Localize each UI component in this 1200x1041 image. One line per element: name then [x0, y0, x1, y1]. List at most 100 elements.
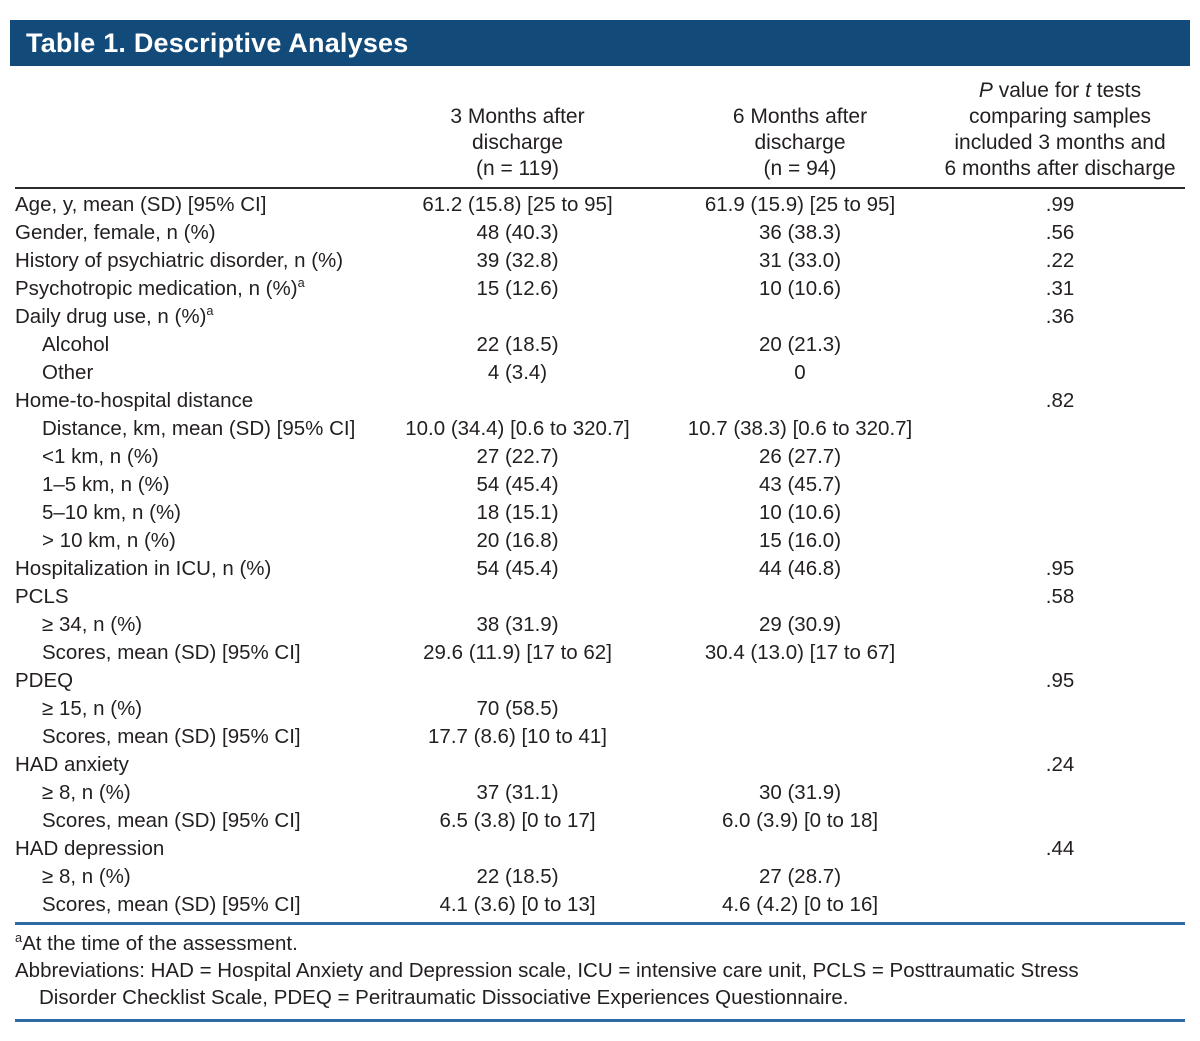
value-6-months — [665, 583, 935, 611]
value-6-months: 26 (27.7) — [758, 445, 842, 468]
value-p — [935, 807, 1185, 835]
row-label: History of psychiatric disorder, n (%) — [15, 249, 344, 272]
value-p: .44 — [1045, 837, 1075, 860]
table-row: Scores, mean (SD) [95% CI] 4.1 (3.6) [0 t… — [15, 891, 1185, 919]
table-row: ≥ 34, n (%) 38 (31.9) 29 (30.9) — [15, 611, 1185, 639]
table-body: Age, y, mean (SD) [95% CI] 61.2 (15.8) [2… — [15, 189, 1185, 922]
header-rule — [15, 187, 1185, 189]
value-3-months: 54 (45.4) — [476, 473, 559, 496]
italic-stat-symbol: P — [978, 79, 993, 102]
value-3-months — [370, 303, 665, 331]
row-label: Daily drug use, n (%)a — [15, 303, 214, 328]
table-row: PCLS .58 — [15, 583, 1185, 611]
table-row: Other 4 (3.4) 0 — [15, 359, 1185, 387]
table-row: Home-to-hospital distance .82 — [15, 387, 1185, 415]
value-p — [935, 499, 1185, 527]
value-6-months: 31 (33.0) — [758, 249, 842, 272]
value-3-months: 17.7 (8.6) [10 to 41] — [428, 725, 607, 748]
footnote-marker: a — [297, 275, 305, 291]
footnote-a: aAt the time of the assessment. — [15, 930, 1185, 957]
row-label: Scores, mean (SD) [95% CI] — [42, 893, 301, 916]
value-6-months — [665, 695, 935, 723]
value-6-months — [665, 751, 935, 779]
value-6-months: 36 (38.3) — [758, 221, 842, 244]
row-label: Gender, female, n (%) — [15, 221, 216, 244]
value-6-months — [665, 303, 935, 331]
value-3-months: 54 (45.4) — [476, 557, 559, 580]
table-row: 5–10 km, n (%) 18 (15.1) 10 (10.6) — [15, 499, 1185, 527]
row-label: ≥ 8, n (%) — [42, 781, 131, 804]
value-p: .36 — [1045, 305, 1075, 328]
value-6-months — [665, 835, 935, 863]
value-6-months: 29 (30.9) — [758, 613, 842, 636]
table-row: HAD anxiety .24 — [15, 751, 1185, 779]
value-6-months: 20 (21.3) — [758, 333, 842, 356]
footnote-a-text: At the time of the assessment. — [22, 932, 298, 955]
value-3-months: 37 (31.1) — [476, 781, 559, 804]
table-title-bar: Table 1. Descriptive Analyses — [10, 20, 1190, 66]
value-p — [935, 639, 1185, 667]
value-p — [935, 779, 1185, 807]
value-3-months: 22 (18.5) — [476, 333, 559, 356]
row-label: Alcohol — [42, 333, 110, 356]
value-3-months: 10.0 (34.4) [0.6 to 320.7] — [405, 417, 630, 440]
row-label: Psychotropic medication, n (%)a — [15, 275, 305, 300]
value-6-months: 30 (31.9) — [758, 781, 842, 804]
value-p: .56 — [1045, 221, 1075, 244]
table-row: Gender, female, n (%) 48 (40.3) 36 (38.3).… — [15, 219, 1185, 247]
value-3-months — [370, 835, 665, 863]
table-row: ≥ 8, n (%) 22 (18.5) 27 (28.7) — [15, 863, 1185, 891]
row-label: Home-to-hospital distance — [15, 389, 254, 412]
value-6-months: 30.4 (13.0) [17 to 67] — [704, 641, 896, 664]
row-label: Hospitalization in ICU, n (%) — [15, 557, 272, 580]
value-3-months — [370, 583, 665, 611]
value-6-months: 27 (28.7) — [758, 865, 842, 888]
row-label: HAD anxiety — [15, 753, 129, 776]
value-3-months: 22 (18.5) — [476, 865, 559, 888]
row-label: 5–10 km, n (%) — [42, 501, 181, 524]
table-row: Scores, mean (SD) [95% CI] 6.5 (3.8) [0 t… — [15, 807, 1185, 835]
value-p — [935, 359, 1185, 387]
row-label: ≥ 15, n (%) — [42, 697, 143, 720]
value-p: .82 — [1045, 389, 1075, 412]
value-p — [935, 527, 1185, 555]
header-text: tests — [1090, 79, 1142, 102]
value-3-months: 18 (15.1) — [476, 501, 559, 524]
row-label: Other — [42, 361, 94, 384]
value-p — [935, 471, 1185, 499]
row-label: Scores, mean (SD) [95% CI] — [42, 725, 301, 748]
value-6-months: 61.9 (15.9) [25 to 95] — [704, 193, 896, 216]
value-p — [935, 891, 1185, 919]
table-row: Age, y, mean (SD) [95% CI] 61.2 (15.8) [2… — [15, 191, 1185, 219]
value-6-months: 10 (10.6) — [758, 277, 842, 300]
table-row: Alcohol 22 (18.5) 20 (21.3) — [15, 331, 1185, 359]
column-header-p-value: P value for t tests comparing samples in… — [944, 79, 1176, 180]
value-6-months — [665, 723, 935, 751]
table-row: <1 km, n (%) 27 (22.7) 26 (27.7) — [15, 443, 1185, 471]
table-row: Psychotropic medication, n (%)a 15 (12.6)… — [15, 275, 1185, 303]
row-label: PCLS — [15, 585, 69, 608]
row-label: <1 km, n (%) — [42, 445, 159, 468]
value-3-months — [370, 667, 665, 695]
table-row: ≥ 8, n (%) 37 (31.1) 30 (31.9) — [15, 779, 1185, 807]
column-header-6-months: 6 Months after discharge (n = 94) — [732, 105, 868, 180]
row-label: Scores, mean (SD) [95% CI] — [42, 641, 301, 664]
value-3-months: 29.6 (11.9) [17 to 62] — [423, 641, 612, 664]
value-3-months: 39 (32.8) — [476, 249, 559, 272]
descriptive-table: 3 Months after discharge (n = 119) 6 Mon… — [10, 66, 1190, 1022]
value-p: .31 — [1045, 277, 1075, 300]
value-p: .22 — [1045, 249, 1075, 272]
row-label: HAD depression — [15, 837, 165, 860]
footnote-marker: a — [206, 303, 214, 319]
column-header-3-months: 3 Months after discharge (n = 119) — [450, 105, 585, 180]
row-label: ≥ 34, n (%) — [42, 613, 143, 636]
value-p: .95 — [1045, 557, 1075, 580]
table-bottom-rule — [15, 922, 1185, 925]
footnote-abbreviations: Abbreviations: HAD = Hospital Anxiety an… — [15, 959, 1079, 1009]
value-p — [935, 443, 1185, 471]
value-6-months: 6.0 (3.9) [0 to 18] — [721, 809, 879, 832]
value-p: .99 — [1045, 193, 1075, 216]
row-label: 1–5 km, n (%) — [42, 473, 170, 496]
table-row: HAD depression .44 — [15, 835, 1185, 863]
